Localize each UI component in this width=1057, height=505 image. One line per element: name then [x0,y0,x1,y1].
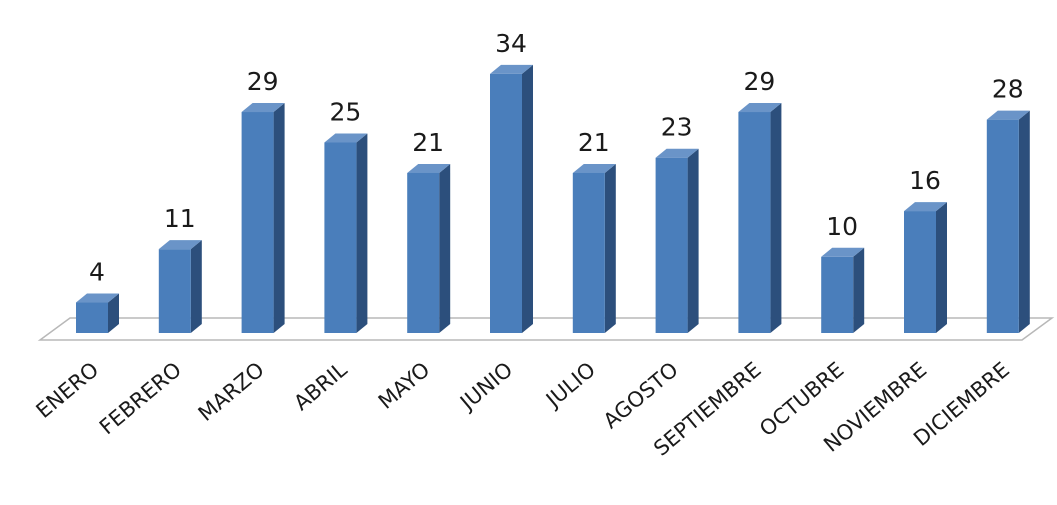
value-label-abril: 25 [329,98,361,127]
bar-front-marzo [241,112,274,334]
bar-top-agosto [655,148,699,158]
bar-agosto [655,148,699,333]
value-label-diciembre: 28 [992,75,1024,104]
value-label-mayo: 21 [412,128,444,157]
category-label-agosto: AGOSTO [599,357,683,433]
value-label-marzo: 29 [247,67,279,96]
bar-top-julio [572,163,616,173]
bar-marzo [241,103,285,334]
value-label-octubre: 10 [826,212,858,241]
bar-side-enero [108,293,119,333]
bar-enero [76,293,119,333]
bar-side-abril [356,133,368,333]
value-label-agosto: 23 [661,113,693,142]
value-label-noviembre: 16 [909,166,941,195]
bar-front-agosto [655,157,688,333]
bar-top-diciembre [986,110,1030,120]
category-label-junio: JUNIO [454,357,517,415]
bar-top-febrero [158,240,202,250]
bar-front-diciembre [986,119,1019,333]
bar-side-mayo [439,163,451,333]
bar-top-junio [490,64,533,74]
category-label-marzo: MARZO [194,357,269,426]
category-label-mayo: MAYO [374,357,435,413]
bars-group [76,64,1030,334]
bar-noviembre [904,202,947,333]
value-label-febrero: 11 [164,204,196,233]
bar-top-noviembre [904,202,947,212]
bar-side-junio [522,64,533,334]
bar-top-enero [76,293,119,303]
category-label-abril: ABRIL [289,357,352,415]
bar-abril [324,133,368,333]
value-label-junio: 34 [495,29,527,58]
bar-julio [572,163,616,333]
chart-floor [37,317,1055,341]
bar-side-noviembre [936,202,947,333]
bar-top-septiembre [738,103,782,113]
bar-front-abril [324,142,357,333]
bar-front-enero [76,302,108,333]
value-label-julio: 21 [578,128,610,157]
bar-septiembre [738,103,782,334]
bar-top-octubre [821,247,865,257]
bar-mayo [407,163,451,333]
value-labels-group: 4 11 29 25 21 34 21 23 29 10 16 28 [89,29,1024,287]
bar-side-septiembre [770,103,782,334]
category-label-julio: JULIO [540,357,600,413]
bar-top-marzo [241,103,285,113]
bar-side-agosto [687,148,699,333]
bar-front-julio [572,172,605,333]
category-label-febrero: FEBRERO [95,357,186,439]
bar-octubre [821,247,865,333]
bar-top-mayo [407,163,451,173]
bar-front-mayo [407,172,440,333]
bar-front-noviembre [904,211,936,333]
bar-side-octubre [853,247,865,333]
bar-front-junio [490,73,522,334]
bar-junio [490,64,533,334]
category-label-enero: ENERO [32,357,104,423]
bar-diciembre [986,110,1030,333]
bar-side-febrero [190,240,202,333]
bar-side-diciembre [1018,110,1030,333]
bar-side-marzo [273,103,285,334]
bar-front-febrero [158,249,191,333]
bar-top-abril [324,133,368,143]
bar-febrero [158,240,202,333]
bar-front-septiembre [738,112,771,334]
value-label-septiembre: 29 [743,67,775,96]
bar-side-julio [604,163,616,333]
bar-front-octubre [821,256,854,333]
value-label-enero: 4 [89,258,105,287]
